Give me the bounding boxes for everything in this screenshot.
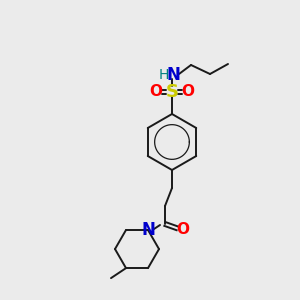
Text: O: O xyxy=(149,85,163,100)
Text: H: H xyxy=(159,68,169,82)
Text: O: O xyxy=(182,85,194,100)
Text: N: N xyxy=(141,221,155,239)
Text: S: S xyxy=(166,83,178,101)
Text: N: N xyxy=(166,66,180,84)
Text: O: O xyxy=(176,223,190,238)
